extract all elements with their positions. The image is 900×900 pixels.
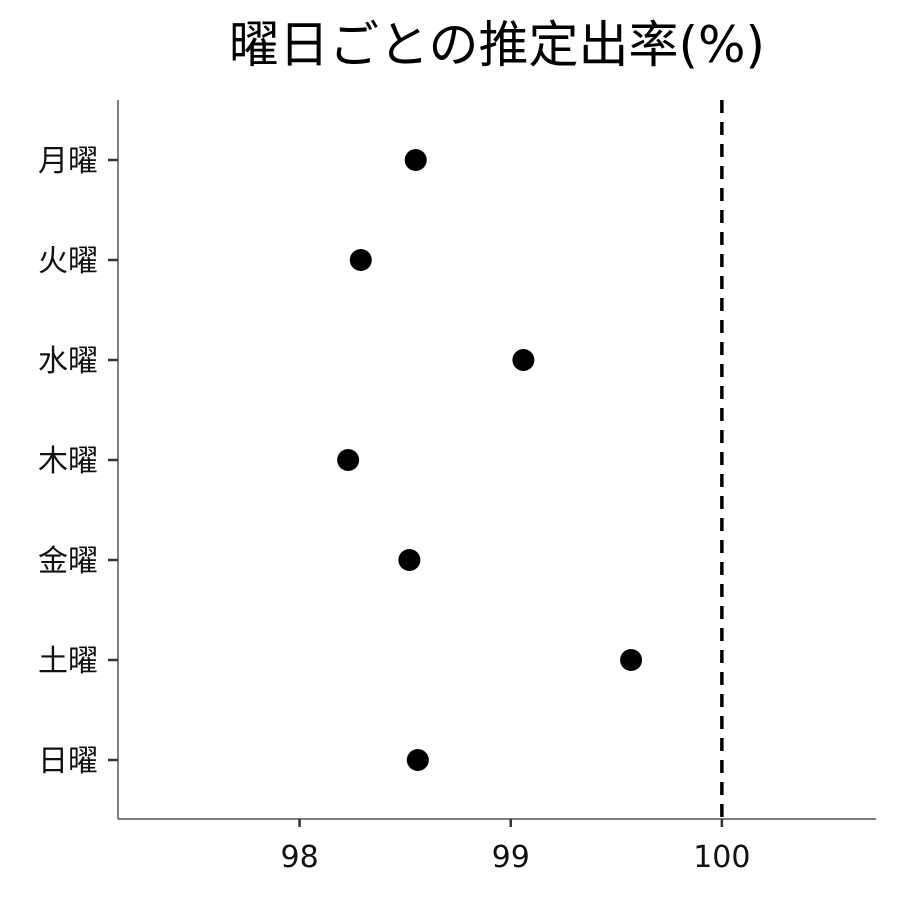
data-point [398, 549, 421, 571]
data-point [512, 349, 535, 371]
data-point [337, 449, 360, 471]
y-tick-label: 木曜 [38, 444, 98, 479]
data-point [349, 249, 372, 271]
y-tick-label: 火曜 [38, 244, 98, 279]
y-tick-label: 水曜 [38, 344, 98, 379]
data-point [404, 149, 427, 171]
data-point [620, 649, 643, 671]
y-tick-label: 月曜 [38, 144, 98, 179]
y-tick-label: 日曜 [38, 744, 98, 779]
chart-title: 曜日ごとの推定出率(%) [229, 16, 765, 74]
x-tick-label: 100 [693, 840, 750, 875]
x-tick-label: 98 [280, 840, 318, 875]
x-tick-label: 99 [492, 840, 530, 875]
y-tick-label: 金曜 [38, 544, 98, 579]
data-point [406, 749, 429, 771]
y-tick-label: 土曜 [38, 644, 98, 679]
